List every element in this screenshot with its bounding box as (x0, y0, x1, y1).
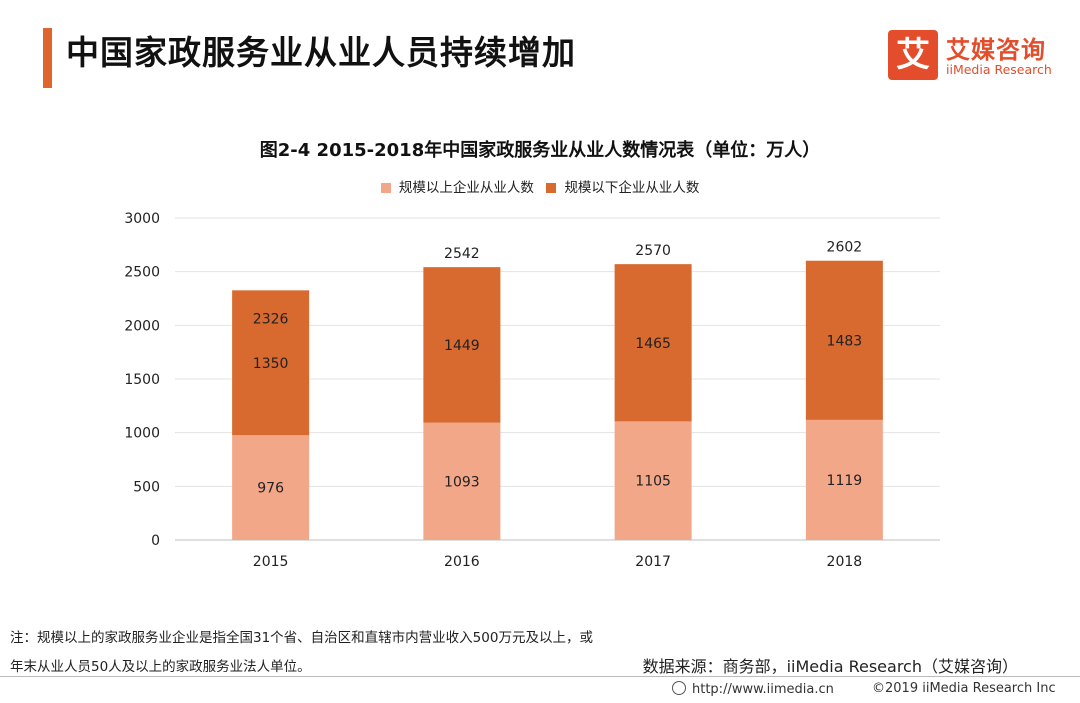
stacked-bar-chart: 0 500 1000 1500 2000 2500 3000 976 1350 2326 2015 1… (124, 211, 940, 570)
logo-mark-icon: 艾 (888, 30, 938, 80)
bar-segment-2015-1 (232, 290, 310, 436)
y-tick-label: 3000 (124, 211, 160, 227)
y-tick-label: 1000 (124, 426, 160, 442)
data-label: 1119 (827, 473, 863, 489)
legend-swatch-below (546, 183, 557, 193)
legend-label-above: 规模以上企业从业人数 (398, 180, 534, 196)
total-label: 2326 (253, 311, 289, 327)
bar-segment-2015-0 (232, 435, 310, 540)
y-tick-label: 1500 (124, 372, 160, 388)
total-label: 2570 (635, 243, 671, 259)
legend-item-below: 规模以下企业从业人数 (546, 176, 699, 196)
footnote-line-2: 年末从业人员50人及以上的家政服务业法人单位。 (10, 659, 311, 675)
bar-segment-2017-0 (614, 421, 692, 540)
bar-segment-2018-1 (805, 260, 883, 420)
legend-item-above: 规模以上企业从业人数 (380, 176, 534, 196)
bar-segment-2016-1 (423, 267, 501, 423)
legend-label-below: 规模以下企业从业人数 (564, 180, 700, 196)
logo-name-en: iiMedia Research (946, 62, 1052, 77)
y-tick-label: 0 (151, 533, 160, 549)
data-label: 1449 (444, 338, 480, 354)
data-label: 976 (257, 481, 284, 497)
y-tick-label: 500 (133, 479, 160, 495)
data-label: 1105 (635, 474, 671, 490)
x-tick-label: 2018 (827, 554, 863, 570)
iimedia-logo: 艾 艾媒咨询 iiMedia Research (888, 30, 1068, 82)
globe-icon (672, 681, 686, 695)
chart-title: 图2-4 2015-2018年中国家政服务业从业人数情况表（单位：万人） (259, 140, 821, 161)
copyright: ©2019 iiMedia Research Inc (872, 681, 1056, 696)
bar-segment-2016-0 (423, 422, 501, 540)
bar-segment-2017-1 (614, 264, 692, 422)
y-tick-label: 2500 (124, 265, 160, 281)
title-accent-bar (43, 28, 52, 88)
x-tick-label: 2017 (635, 554, 671, 570)
x-tick-label: 2015 (253, 554, 289, 570)
logo-name-cn: 艾媒咨询 (946, 36, 1046, 64)
footer-divider (0, 676, 1080, 677)
website-url: http://www.iimedia.cn (692, 682, 834, 697)
x-tick-label: 2016 (444, 554, 480, 570)
data-label: 1350 (253, 356, 289, 372)
y-tick-label: 2000 (124, 318, 160, 334)
website-link[interactable]: http://www.iimedia.cn (672, 681, 834, 697)
data-label: 1093 (444, 474, 480, 490)
legend-swatch-above (380, 183, 391, 193)
page-title: 中国家政服务业从业人员持续增加 (66, 33, 576, 72)
data-label: 1465 (635, 336, 671, 352)
total-label: 2542 (444, 246, 480, 262)
chart-legend: 规模以上企业从业人数 规模以下企业从业人数 (0, 176, 1080, 196)
data-label: 1483 (827, 333, 863, 349)
total-label: 2602 (827, 240, 863, 256)
bar-segment-2018-0 (805, 419, 883, 540)
footnote-line-1: 注：规模以上的家政服务业企业是指全国31个省、自治区和直辖市内营业收入500万元… (10, 630, 593, 646)
data-source: 数据来源：商务部，iiMedia Research（艾媒咨询） (642, 657, 1018, 676)
